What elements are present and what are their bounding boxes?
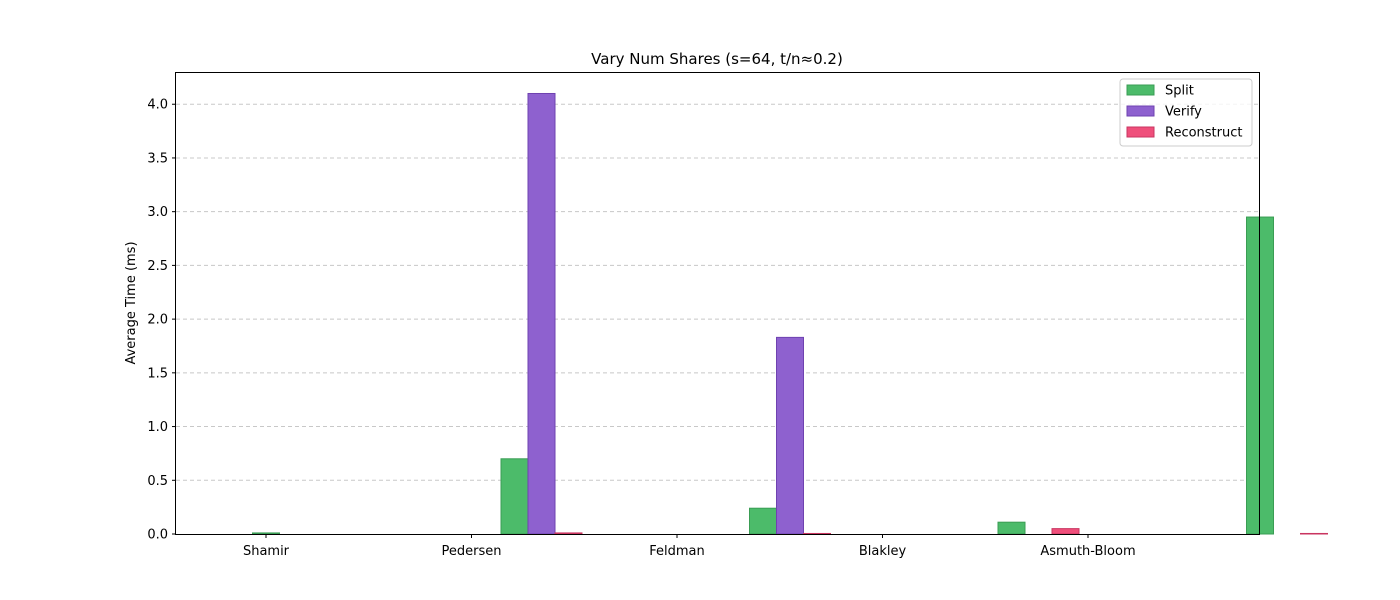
legend-swatch-reconstruct	[1126, 126, 1155, 138]
chart-title: Vary Num Shares (s=64, t/n≈0.2)	[591, 50, 843, 68]
y-axis-label: Average Time (ms)	[124, 241, 139, 364]
y-tick-label: 4.0	[147, 98, 168, 113]
y-axis-ticks: 0.0 0.5 1.0 1.5 2.0 2.5 3.0 3.5 4.0	[147, 98, 176, 543]
bar-split-pedersen	[500, 458, 529, 535]
legend-label-reconstruct: Reconstruct	[1165, 126, 1243, 141]
bar-reconstruct-pedersen	[554, 532, 583, 535]
bar-split-blakley	[997, 521, 1026, 535]
grid-lines	[176, 103, 1259, 481]
x-tick-label: Blakley	[859, 544, 907, 559]
bar-split-shamir	[252, 532, 280, 535]
bar-reconstruct-feldman	[803, 532, 831, 535]
bar-reconstruct-asmuth-bloom	[1300, 532, 1328, 535]
y-tick-label: 0.5	[147, 474, 168, 489]
legend-label-verify: Verify	[1165, 105, 1202, 120]
plot-frame	[175, 72, 1260, 535]
bars	[252, 92, 1328, 535]
legend-label-split: Split	[1165, 84, 1194, 99]
bar-split-feldman	[749, 507, 777, 535]
legend-swatch-verify	[1126, 105, 1155, 117]
y-tick-label: 0.0	[147, 528, 168, 543]
bar-verify-feldman	[776, 336, 804, 535]
legend-swatch-split	[1126, 84, 1155, 96]
legend: Split Verify Reconstruct	[1119, 78, 1253, 147]
bar-reconstruct-blakley	[1051, 528, 1080, 535]
y-tick-label: 1.0	[147, 420, 168, 435]
y-tick-label: 2.5	[147, 259, 168, 274]
y-tick-label: 2.0	[147, 313, 168, 328]
x-axis-ticks: Shamir Pedersen Feldman Blakley Asmuth-Bloom	[243, 534, 1136, 559]
x-tick-label: Feldman	[649, 544, 705, 559]
x-tick-label: Pedersen	[442, 544, 502, 559]
bar-verify-pedersen	[527, 92, 556, 535]
y-tick-label: 3.5	[147, 151, 168, 166]
y-tick-label: 3.0	[147, 205, 168, 220]
y-tick-label: 1.5	[147, 366, 168, 381]
x-tick-label: Asmuth-Bloom	[1040, 544, 1135, 559]
x-tick-label: Shamir	[243, 544, 290, 559]
